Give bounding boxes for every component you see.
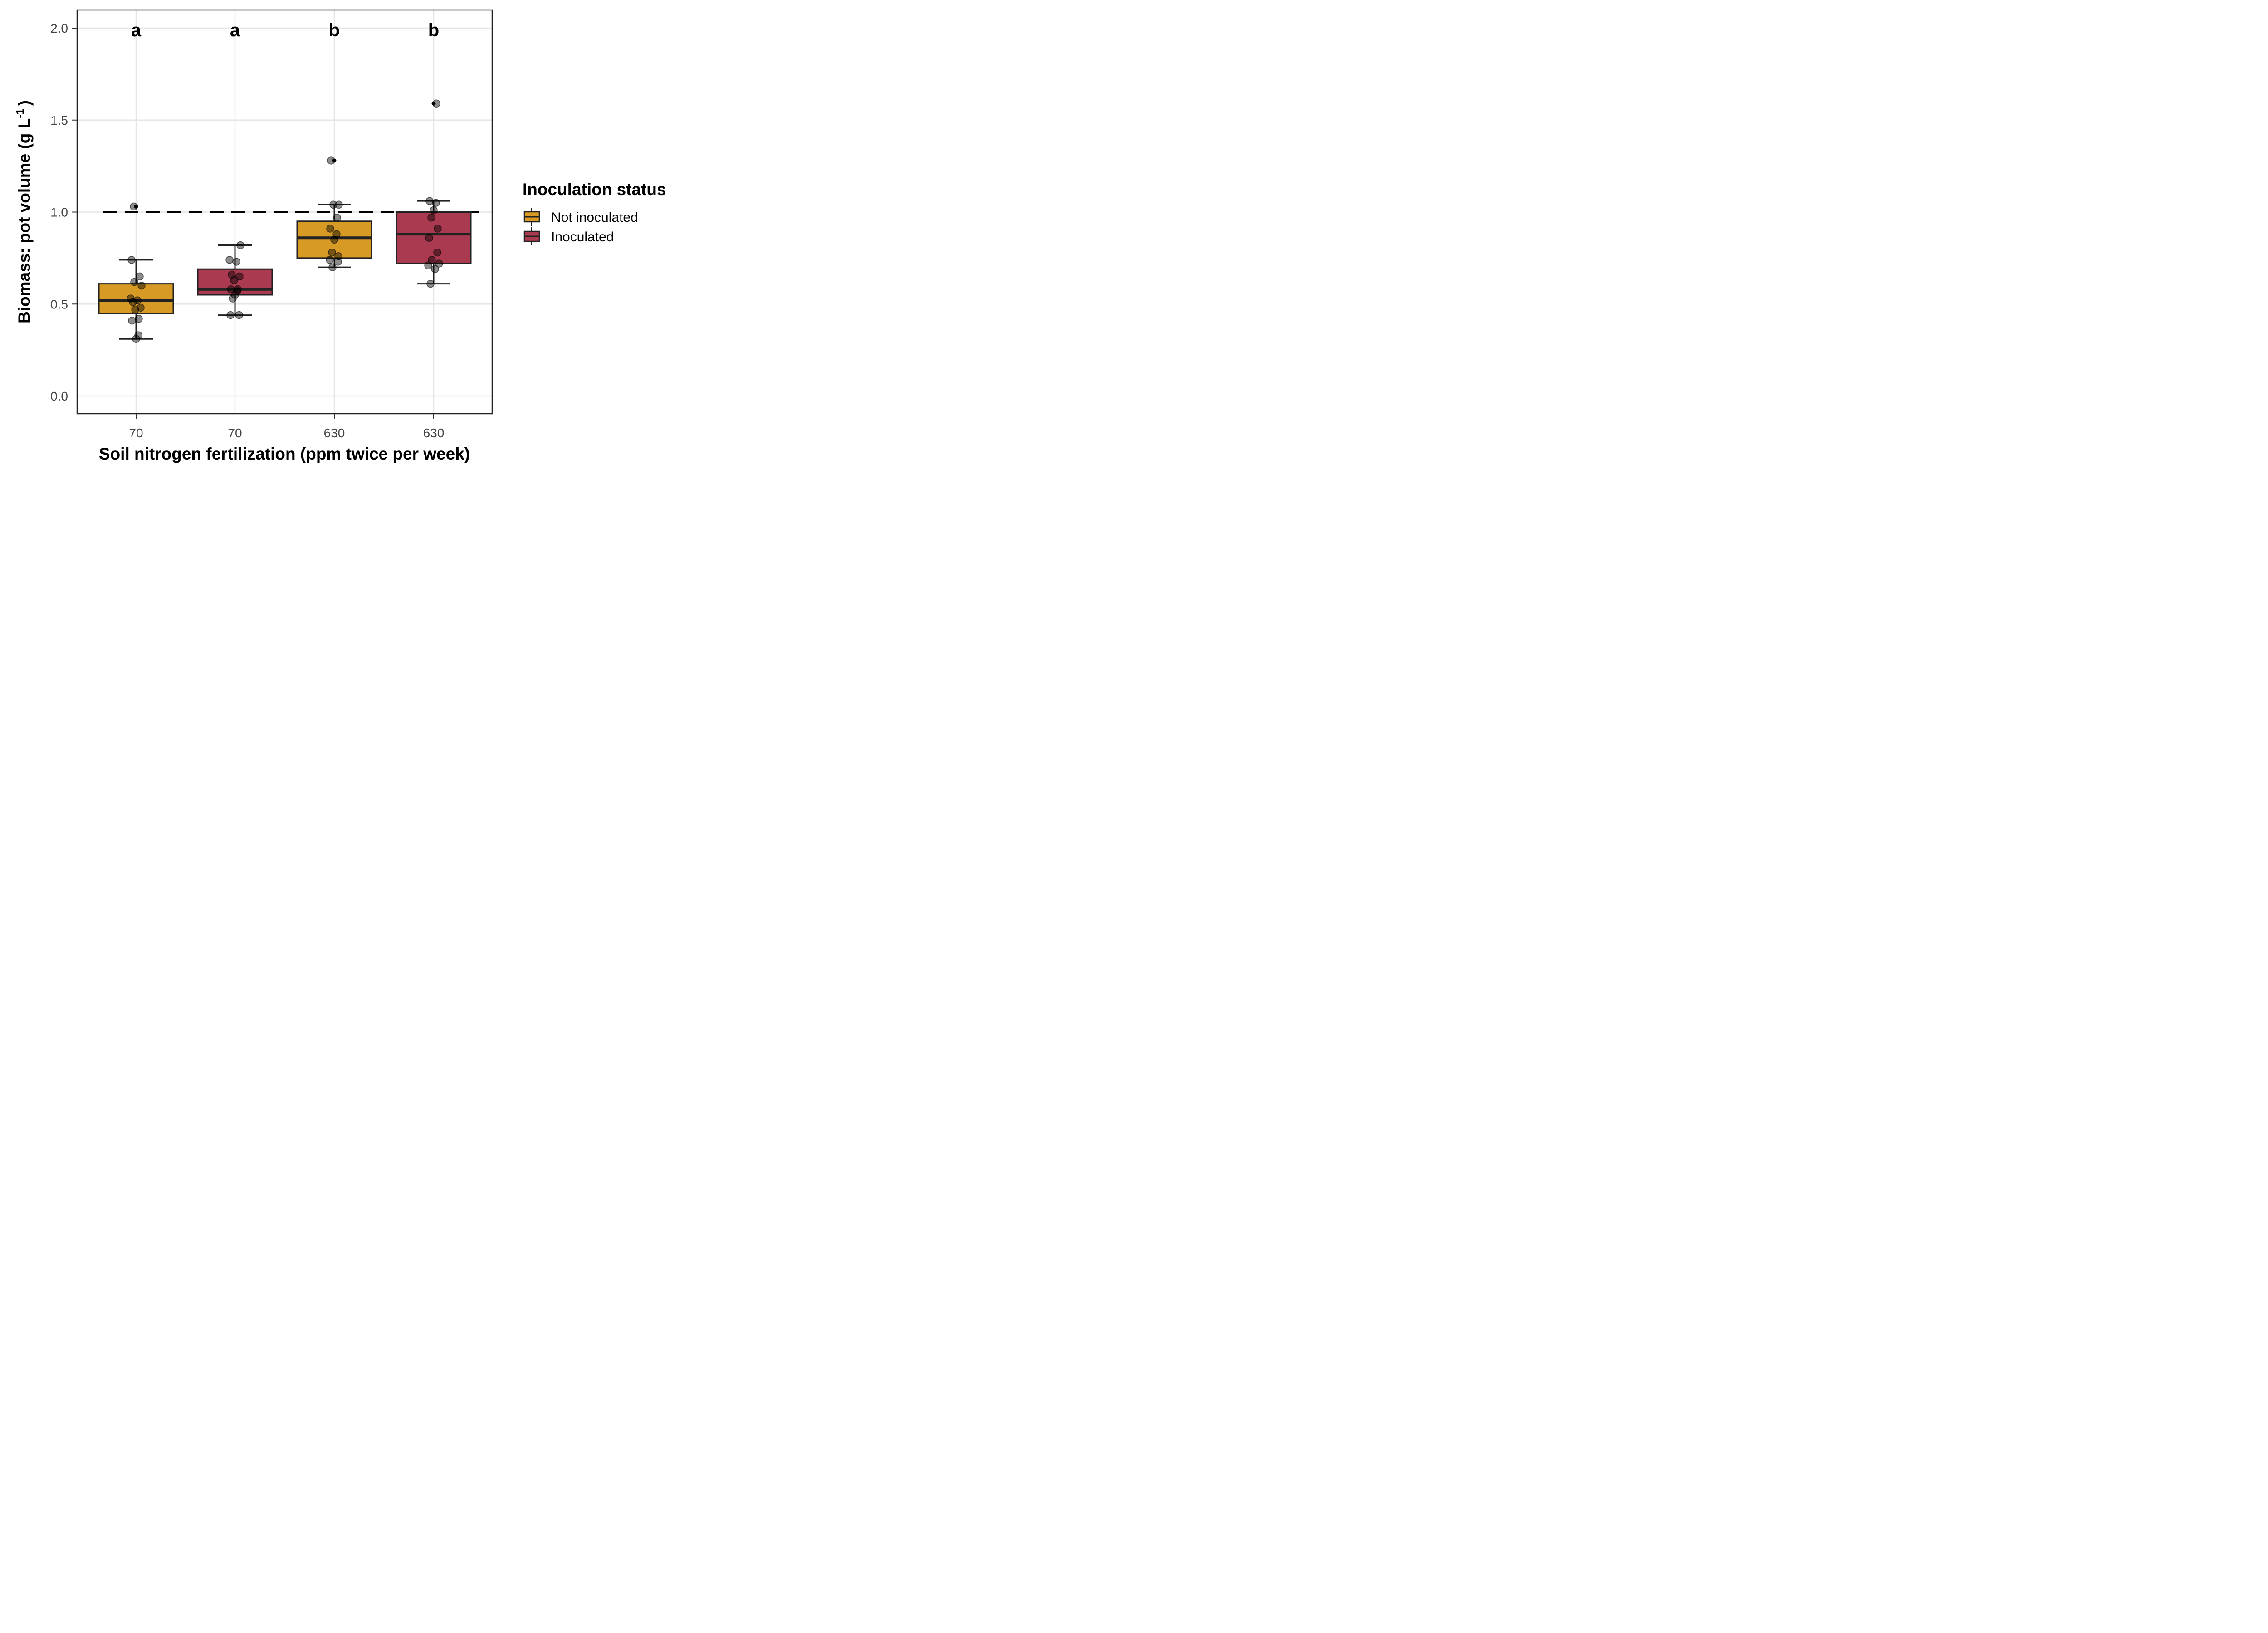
data-point — [232, 258, 240, 266]
axes: 0.0 0.5 1.0 1.5 2.0 70 70 630 630 — [50, 21, 444, 440]
data-point — [130, 202, 138, 211]
data-point — [433, 248, 441, 257]
data-point — [130, 278, 138, 286]
y-axis-title: Biomass: pot volume (g L-1) — [14, 100, 34, 323]
data-point — [334, 258, 342, 266]
legend: Inoculation status Not inoculated Inocula… — [523, 180, 666, 245]
significance-letter: b — [329, 20, 340, 40]
data-point — [425, 234, 433, 242]
data-point — [226, 311, 235, 319]
y-tick-label: 1.0 — [50, 205, 68, 220]
box-iqr — [296, 220, 372, 259]
box-group — [296, 158, 372, 268]
data-point — [235, 272, 244, 281]
y-tick-label: 2.0 — [50, 21, 68, 35]
legend-key — [523, 227, 540, 245]
legend-label: Inoculated — [551, 230, 614, 244]
data-point — [129, 298, 137, 306]
data-point — [225, 256, 234, 264]
data-point — [430, 206, 438, 215]
data-point — [333, 213, 341, 222]
data-point — [128, 316, 136, 325]
legend-label: Not inoculated — [551, 210, 638, 225]
y-tick-label: 0.5 — [50, 297, 68, 311]
data-point — [432, 199, 440, 207]
data-point — [426, 279, 435, 288]
data-point — [136, 272, 144, 281]
data-point — [327, 156, 335, 165]
data-point — [435, 259, 443, 268]
data-point — [326, 256, 334, 264]
data-point — [235, 311, 243, 319]
significance-letter: b — [428, 20, 439, 40]
significance-letter: a — [131, 20, 142, 40]
data-point — [326, 225, 334, 233]
data-point — [230, 276, 238, 284]
x-tick-label: 630 — [324, 426, 345, 440]
data-point — [328, 248, 336, 257]
y-axis-title-superscript: -1 — [14, 108, 26, 118]
significance-letter: a — [230, 20, 240, 40]
x-tick-label: 70 — [129, 426, 143, 440]
data-point — [132, 335, 140, 343]
data-point — [329, 200, 337, 209]
data-point — [131, 305, 139, 314]
data-point — [335, 200, 343, 209]
legend-title: Inoculation status — [523, 180, 666, 199]
data-point — [427, 213, 435, 222]
data-point — [328, 263, 337, 271]
y-axis-title-suffix: ) — [15, 100, 34, 106]
x-tick-label: 630 — [423, 426, 445, 440]
data-points — [127, 99, 443, 343]
y-axis-title-main: Biomass: pot volume (g L — [15, 118, 34, 323]
data-point — [127, 256, 136, 264]
data-point — [229, 294, 237, 303]
box-plot-chart: a a b b 0.0 0.5 1.0 1.5 2.0 70 70 630 630 Soil nitr… — [14, 9, 666, 463]
data-point — [428, 256, 436, 264]
data-point — [133, 296, 142, 304]
outlier-point — [332, 158, 337, 163]
legend-key — [523, 208, 540, 226]
data-point — [236, 241, 244, 249]
data-point — [434, 225, 442, 233]
x-axis-title: Soil nitrogen fertilization (ppm twice p… — [99, 445, 470, 463]
data-point — [425, 197, 434, 205]
y-tick-label: 1.5 — [50, 113, 68, 127]
x-tick-label: 70 — [228, 426, 242, 440]
data-point — [137, 281, 146, 290]
y-tick-label: 0.0 — [50, 389, 68, 403]
data-point — [424, 261, 432, 269]
data-point — [330, 235, 338, 244]
data-point — [227, 285, 235, 293]
data-point — [431, 265, 439, 273]
data-point — [432, 99, 440, 108]
data-point — [135, 314, 143, 323]
